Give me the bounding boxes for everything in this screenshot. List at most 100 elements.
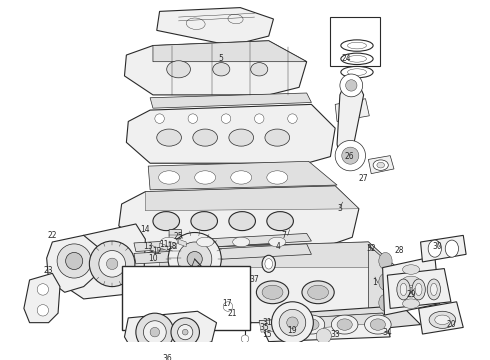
Ellipse shape (211, 281, 243, 304)
Ellipse shape (377, 162, 385, 168)
Ellipse shape (308, 285, 328, 300)
Ellipse shape (229, 129, 253, 146)
Circle shape (287, 317, 298, 328)
Text: 27: 27 (359, 174, 368, 183)
Bar (122, 266, 250, 330)
Polygon shape (148, 161, 337, 190)
Polygon shape (160, 243, 167, 251)
Ellipse shape (379, 294, 392, 311)
Circle shape (340, 74, 363, 97)
Polygon shape (150, 245, 158, 252)
Polygon shape (368, 245, 397, 325)
Ellipse shape (431, 283, 437, 296)
Circle shape (345, 80, 357, 91)
Polygon shape (259, 313, 390, 342)
Circle shape (168, 233, 221, 285)
Ellipse shape (171, 285, 192, 300)
Text: 14: 14 (141, 225, 150, 234)
Circle shape (155, 114, 164, 123)
Polygon shape (293, 306, 420, 337)
Polygon shape (178, 239, 186, 247)
Ellipse shape (445, 240, 459, 257)
Ellipse shape (427, 279, 441, 300)
Text: 15: 15 (262, 329, 271, 338)
Polygon shape (157, 8, 273, 46)
Polygon shape (33, 280, 52, 309)
Circle shape (342, 147, 359, 164)
Circle shape (89, 241, 135, 287)
Polygon shape (259, 313, 388, 332)
Ellipse shape (193, 129, 218, 146)
Ellipse shape (304, 319, 319, 330)
Ellipse shape (165, 281, 197, 304)
Text: 25: 25 (174, 232, 183, 241)
Ellipse shape (267, 171, 288, 184)
Circle shape (182, 329, 188, 335)
Polygon shape (126, 104, 335, 163)
Text: 1: 1 (372, 278, 377, 287)
Ellipse shape (341, 40, 373, 51)
Ellipse shape (213, 63, 230, 76)
Text: 7: 7 (281, 231, 286, 240)
Text: 32: 32 (367, 244, 376, 253)
Text: 36: 36 (162, 354, 172, 360)
Text: 35: 35 (259, 323, 269, 332)
Ellipse shape (191, 212, 218, 231)
Ellipse shape (400, 283, 407, 296)
Ellipse shape (234, 291, 241, 302)
Circle shape (136, 313, 174, 351)
Ellipse shape (402, 265, 419, 274)
Polygon shape (134, 244, 312, 264)
Ellipse shape (233, 237, 250, 247)
Ellipse shape (412, 279, 425, 300)
Circle shape (201, 267, 232, 298)
Ellipse shape (416, 283, 422, 296)
Polygon shape (119, 186, 359, 245)
Ellipse shape (341, 53, 373, 64)
Ellipse shape (365, 315, 391, 334)
Polygon shape (124, 311, 217, 348)
Polygon shape (337, 78, 364, 163)
Ellipse shape (347, 55, 367, 62)
Ellipse shape (228, 14, 243, 24)
Ellipse shape (428, 240, 441, 257)
Ellipse shape (298, 315, 325, 334)
Circle shape (99, 251, 125, 277)
Circle shape (150, 327, 160, 337)
Text: 5: 5 (219, 54, 224, 63)
Text: 10: 10 (148, 254, 158, 263)
Text: 29: 29 (406, 290, 416, 299)
Circle shape (279, 309, 306, 336)
Circle shape (187, 252, 202, 267)
Ellipse shape (167, 61, 191, 78)
Ellipse shape (337, 319, 352, 330)
Text: 31: 31 (262, 318, 271, 327)
Circle shape (271, 302, 313, 343)
Polygon shape (368, 156, 394, 174)
Circle shape (37, 284, 49, 295)
Polygon shape (134, 233, 312, 252)
Polygon shape (153, 41, 307, 62)
Ellipse shape (302, 281, 334, 304)
Text: 24: 24 (342, 54, 351, 63)
Ellipse shape (159, 171, 179, 184)
Circle shape (335, 140, 366, 171)
Ellipse shape (331, 315, 358, 334)
Polygon shape (418, 302, 463, 334)
Ellipse shape (402, 299, 419, 309)
Ellipse shape (402, 288, 419, 297)
Ellipse shape (267, 212, 294, 231)
Ellipse shape (262, 255, 275, 273)
Ellipse shape (230, 285, 245, 306)
Text: 20: 20 (446, 320, 456, 329)
Circle shape (57, 244, 91, 278)
Circle shape (221, 114, 231, 123)
Circle shape (37, 305, 49, 316)
Ellipse shape (373, 160, 388, 170)
Text: 13: 13 (144, 242, 153, 251)
Text: 19: 19 (288, 326, 297, 335)
Polygon shape (24, 273, 60, 323)
Ellipse shape (347, 42, 367, 49)
Circle shape (177, 325, 193, 340)
Text: 26: 26 (344, 152, 354, 161)
